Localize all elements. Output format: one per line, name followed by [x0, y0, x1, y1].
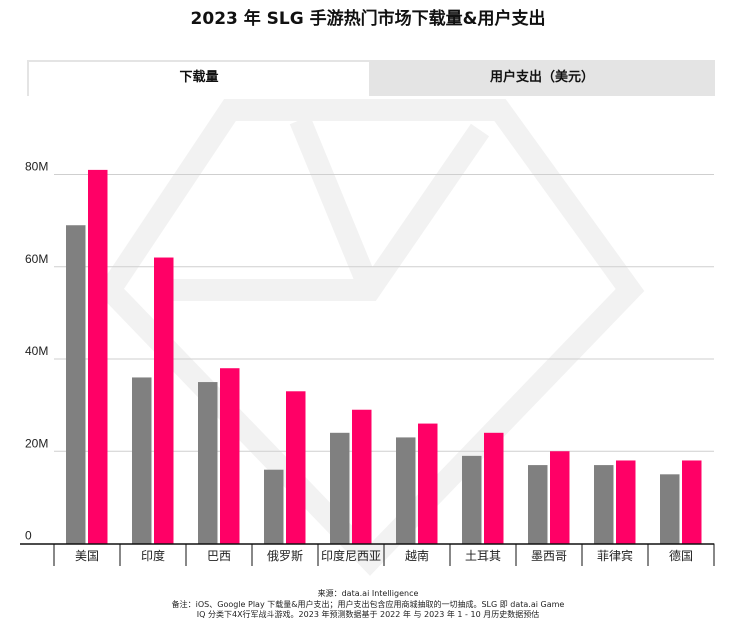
y-tick-label: 40M [25, 344, 48, 358]
tab-user-spending[interactable]: 用户支出（美元） [489, 70, 594, 85]
x-tick-label: 印度尼西亚 [321, 548, 381, 563]
bar-pink [616, 460, 636, 544]
chart-title: 2023 年 SLG 手游热门市场下载量&用户支出 [190, 9, 546, 29]
bar-pink [154, 257, 174, 544]
x-tick-label: 菲律宾 [597, 548, 633, 563]
y-tick-label: 0 [25, 529, 32, 543]
x-tick-label: 土耳其 [465, 549, 501, 563]
note-line-2: IQ 分类下4X行军战斗游戏。2023 年预测数据基于 2022 年 与 202… [196, 610, 540, 619]
x-tick-label: 美国 [75, 549, 99, 563]
bar-pink [484, 432, 504, 544]
tab-bar: 下载量 用户支出（美元） [27, 60, 715, 96]
bar-gray [66, 225, 86, 544]
bar-pink [88, 169, 108, 544]
bar-gray [396, 437, 416, 544]
y-tick-label: 80M [25, 160, 48, 174]
bar-gray [660, 474, 680, 544]
x-tick-label: 越南 [405, 548, 429, 563]
bar-gray [528, 465, 548, 544]
bar-gray [330, 432, 350, 544]
x-tick-label: 墨西哥 [531, 549, 567, 563]
x-tick-label: 俄罗斯 [267, 549, 303, 563]
bar-pink [550, 451, 570, 544]
bar-gray [594, 465, 614, 544]
bar-pink [352, 409, 372, 544]
bar-gray [132, 377, 152, 544]
x-tick-label: 德国 [669, 548, 693, 563]
tab-downloads[interactable]: 下载量 [29, 62, 369, 96]
x-tick-label: 印度 [141, 548, 165, 563]
chart-footer: 来源：data.ai Intelligence 备注：iOS、Google Pl… [0, 589, 736, 621]
bar-pink [418, 423, 438, 544]
bar-gray [198, 382, 218, 544]
watermark-logo [95, 99, 645, 576]
note-line-1: 备注：iOS、Google Play 下载量&用户支出；用户支出包含应用商城抽取… [171, 599, 565, 609]
bar-gray [264, 469, 284, 544]
bar-pink [286, 391, 306, 544]
y-tick-label: 60M [25, 252, 48, 266]
x-tick-label: 巴西 [207, 549, 231, 563]
bar-pink [682, 460, 702, 544]
bar-gray [462, 455, 482, 544]
bar-pink [220, 368, 240, 544]
source-note: 来源：data.ai Intelligence [317, 589, 419, 598]
y-tick-label: 20M [25, 436, 48, 450]
